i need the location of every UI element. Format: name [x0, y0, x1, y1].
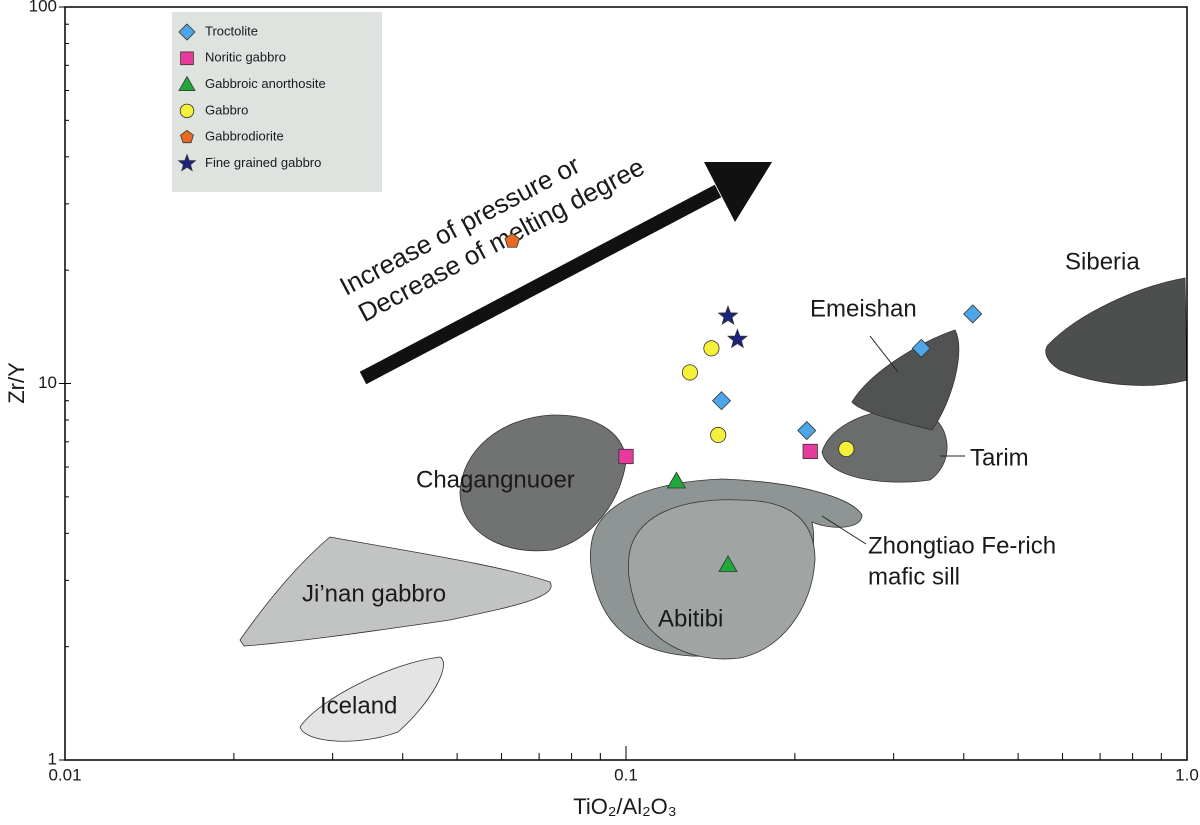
legend-marker [178, 75, 196, 91]
legend-marker [180, 129, 194, 144]
field-tarim [821, 408, 948, 483]
legend-label: Fine grained gabbro [205, 155, 321, 170]
field-label: Iceland [320, 692, 397, 719]
field-label: Emeishan [810, 295, 917, 322]
y-tick-label: 100 [29, 0, 57, 15]
legend-label: Gabbroic anorthosite [205, 76, 326, 91]
field-label: Siberia [1065, 248, 1140, 275]
marker [618, 448, 634, 465]
field-jinan [239, 536, 552, 647]
marker [802, 443, 818, 460]
legend-label: Noritic gabbro [205, 50, 286, 65]
leader-line [869, 335, 899, 373]
marker [963, 304, 983, 324]
marker [797, 420, 817, 441]
x-axis-label: TiO₂/Al₂O₃ [573, 794, 676, 819]
field-iceland [299, 656, 444, 742]
x-tick-label: 0.1 [614, 765, 638, 784]
marker [717, 305, 739, 326]
marker [666, 471, 687, 489]
legend-marker [180, 51, 194, 66]
marker [711, 391, 732, 411]
marker [726, 328, 748, 349]
legend-box [172, 12, 382, 192]
field-label: Tarim [970, 444, 1029, 471]
legend-marker [178, 23, 196, 41]
field-label: Chagangnuoer [416, 466, 575, 493]
field-label: mafic sill [868, 563, 960, 590]
arrow-shaft [359, 184, 722, 385]
field-label: Ji’nan gabbro [302, 580, 446, 607]
field-label: Zhongtiao Fe-rich [868, 532, 1056, 559]
field-emeishan [851, 329, 960, 431]
marker [911, 338, 931, 358]
field-siberia [1045, 277, 1188, 386]
field-label: Abitibi [658, 605, 723, 632]
legend-marker [177, 153, 197, 172]
x-tick-label: 1.0 [1175, 765, 1199, 784]
y-tick-label: 10 [38, 373, 57, 392]
x-tick-label: 0.01 [48, 765, 81, 784]
marker [710, 426, 727, 444]
y-axis-label: Zr/Y [4, 362, 29, 404]
legend-label: Troctolite [205, 23, 258, 38]
leader-line [821, 515, 867, 545]
legend-label: Gabbrodiorite [205, 129, 284, 144]
marker [504, 232, 521, 248]
marker [703, 340, 720, 357]
legend-marker [179, 103, 195, 119]
y-tick-label: 1 [48, 749, 57, 768]
field-abitibi [627, 499, 816, 660]
marker [718, 554, 738, 572]
legend-label: Gabbro [205, 102, 248, 117]
marker [681, 364, 698, 381]
marker [838, 440, 855, 458]
arrow-head [704, 162, 772, 222]
